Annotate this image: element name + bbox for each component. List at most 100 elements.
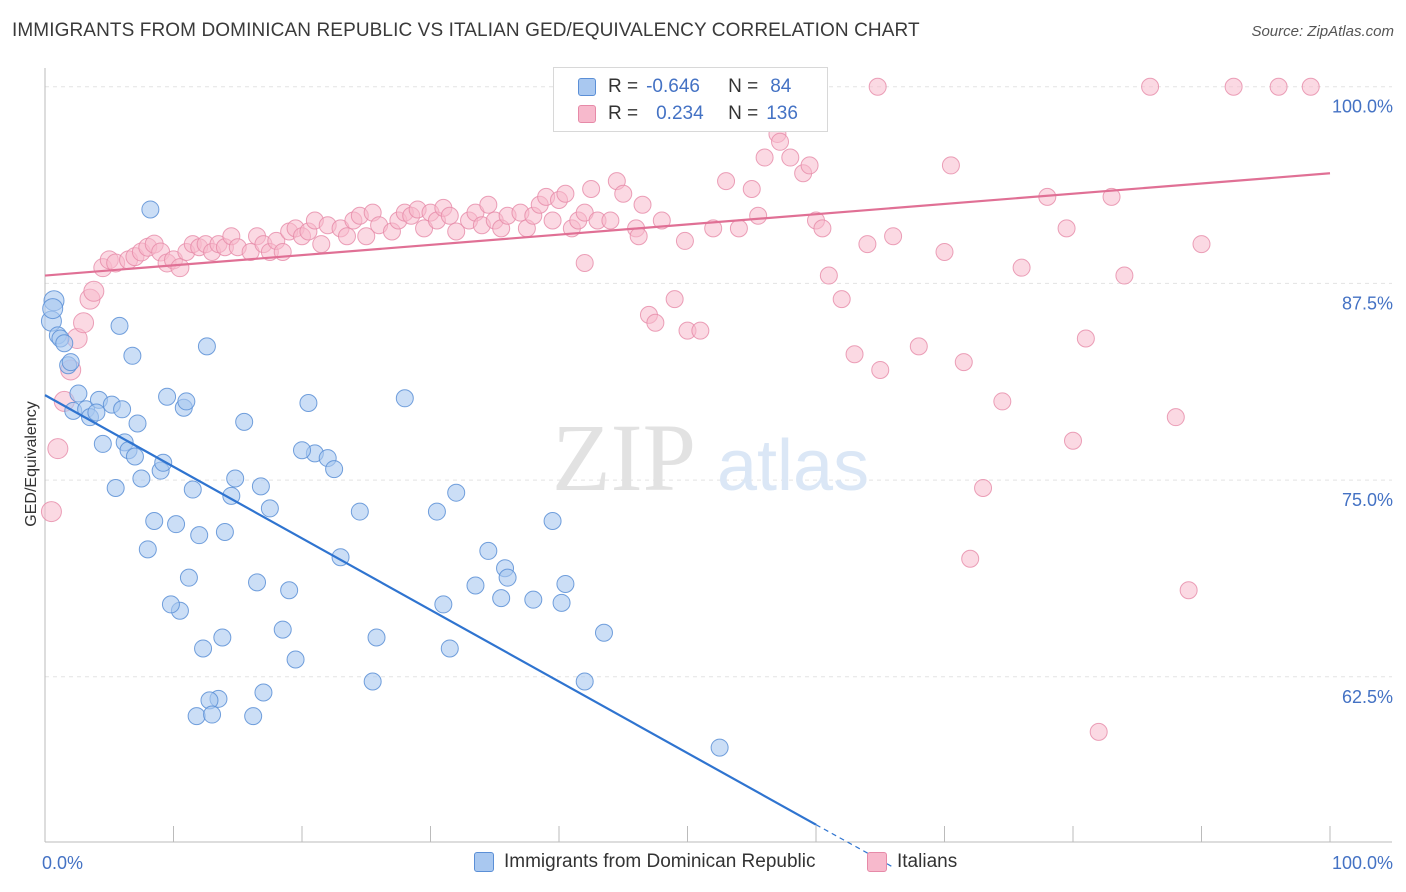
dominican-point xyxy=(710,738,729,757)
dominican-point xyxy=(498,568,517,587)
dominican-point xyxy=(145,512,164,531)
italians-point xyxy=(832,290,851,309)
italians-point xyxy=(742,180,761,199)
dominican-point xyxy=(177,392,196,411)
italians-point xyxy=(781,148,800,167)
legend-row-dominican: R = -0.646 N = 84 xyxy=(578,74,791,100)
italians-point xyxy=(729,219,748,238)
italians-point xyxy=(935,242,954,261)
legend-r-value: 0.234 xyxy=(656,103,704,124)
italians-point xyxy=(974,478,993,497)
dominican-point xyxy=(286,650,305,669)
dominican-point xyxy=(110,316,129,335)
dominican-point xyxy=(183,480,202,499)
axes xyxy=(44,68,1392,843)
italians-point xyxy=(575,253,594,272)
italians-point xyxy=(1301,77,1320,96)
dominican-point xyxy=(427,502,446,521)
dominican-point xyxy=(141,200,160,219)
dominican-point xyxy=(235,412,254,431)
italians-point xyxy=(633,195,652,214)
dominican-trendline xyxy=(44,394,817,826)
dominican-point xyxy=(158,387,177,406)
dominican-point xyxy=(194,639,213,658)
italians-point xyxy=(646,313,665,332)
italians-point xyxy=(1089,722,1108,741)
italians-point xyxy=(614,184,633,203)
dominican-point xyxy=(113,400,132,419)
watermark: ZIP atlas xyxy=(552,404,869,511)
dominican-point xyxy=(479,541,498,560)
dominican-point xyxy=(363,672,382,691)
trendlines xyxy=(44,172,1331,868)
italians-point xyxy=(1166,408,1185,427)
italians-point xyxy=(357,227,376,246)
y-tick-label: 87.5% xyxy=(1342,293,1393,313)
italians-point xyxy=(601,211,620,230)
italians-point xyxy=(170,258,190,278)
italians-point xyxy=(704,219,723,238)
dominican-point xyxy=(273,620,292,639)
italians-point xyxy=(868,77,887,96)
dominican-point xyxy=(293,441,311,460)
dominican-point xyxy=(215,523,234,542)
dominican-point xyxy=(395,389,414,408)
dominican-point xyxy=(213,628,232,647)
legend-label: Italians xyxy=(897,851,958,872)
svg-text:ZIP: ZIP xyxy=(552,404,696,511)
dominican-point xyxy=(447,483,466,502)
x-tick-label: 100.0% xyxy=(1332,853,1393,873)
dominican-point xyxy=(197,337,216,356)
dominican-point xyxy=(125,447,144,466)
italians-point xyxy=(1076,329,1095,348)
italians-point xyxy=(543,211,562,230)
italians-point xyxy=(73,312,95,334)
italians-point xyxy=(556,184,575,203)
italians-trendline xyxy=(44,172,1331,277)
italians-point xyxy=(83,280,105,302)
y-tick-label: 62.5% xyxy=(1342,687,1393,707)
italians-point xyxy=(40,501,62,523)
dominican-point xyxy=(466,576,485,595)
dominican-point xyxy=(179,568,198,587)
dominican-point xyxy=(440,639,459,658)
x-tick-label: 0.0% xyxy=(42,853,83,873)
italians-point xyxy=(629,227,648,246)
chart-title: IMMIGRANTS FROM DOMINICAN REPUBLIC VS IT… xyxy=(12,20,920,41)
blue-swatch-icon xyxy=(578,78,596,96)
italians-point xyxy=(871,360,890,379)
italians-point xyxy=(993,392,1012,411)
y-tick-label: 75.0% xyxy=(1342,490,1393,510)
italians-point xyxy=(582,180,601,199)
dominican-point xyxy=(325,460,344,479)
dominican-point xyxy=(251,477,270,496)
legend-item-dominican: Immigrants from Dominican Republic xyxy=(474,851,816,873)
blue-swatch-icon xyxy=(474,852,494,872)
dominican-point xyxy=(350,502,369,521)
italians-point xyxy=(1141,77,1160,96)
legend-n-label: N = xyxy=(728,103,759,124)
dominican-point xyxy=(434,595,453,614)
italians-point xyxy=(1115,266,1134,285)
dominican-point xyxy=(161,595,180,614)
pink-swatch-icon xyxy=(578,105,596,123)
italians-point xyxy=(447,222,466,241)
dominican-point xyxy=(260,499,279,518)
dominican-point xyxy=(106,478,125,497)
italians-point xyxy=(479,195,498,214)
dominican-point xyxy=(69,384,88,403)
italians-point xyxy=(1064,431,1082,450)
italians-point xyxy=(652,211,671,230)
svg-text:atlas: atlas xyxy=(717,426,869,506)
italians-point xyxy=(941,156,960,175)
italians-point xyxy=(1057,219,1076,238)
dominican-point xyxy=(61,353,80,372)
dominican-point xyxy=(594,623,613,642)
italians-point xyxy=(884,227,903,246)
italians-point xyxy=(1102,187,1121,206)
dominican-point xyxy=(226,469,245,488)
italians-points xyxy=(40,77,1320,741)
legend-n-value: 136 xyxy=(766,103,798,124)
legend-r-label: R = xyxy=(608,103,639,124)
